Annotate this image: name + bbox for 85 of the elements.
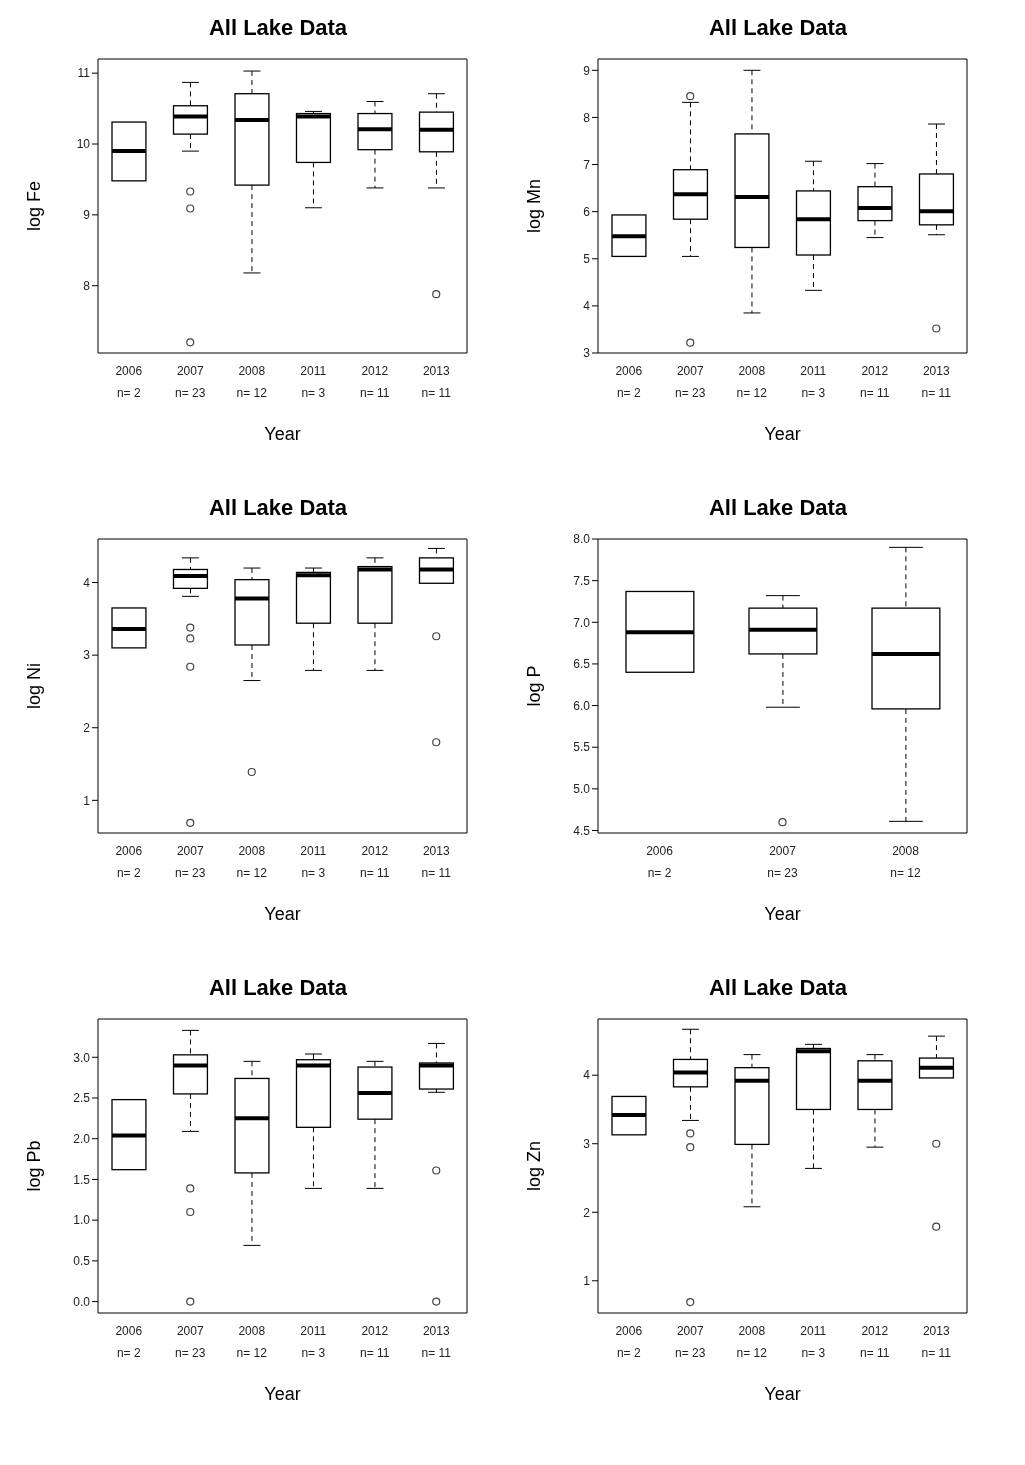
x-tick-label: 2008 n= 12 [736, 1324, 768, 1360]
x-tick-label: 2013 n= 11 [921, 364, 952, 400]
y-tick-label: 2 [583, 1205, 591, 1220]
x-tick-label: 2013 n= 11 [421, 1324, 452, 1360]
x-tick-label: 2007 n= 23 [175, 1324, 206, 1360]
x-tick-label: 2012 n= 11 [360, 844, 390, 880]
y-tick-label: 1 [83, 793, 91, 808]
y-axis-title: log Mn [524, 178, 545, 234]
y-tick-label: 3.0 [73, 1050, 91, 1065]
x-tick-label: 2006 n= 2 [115, 1324, 143, 1360]
y-tick-label: 7 [583, 157, 591, 172]
x-tick-label: 2008 n= 12 [736, 364, 768, 400]
y-tick-label: 5.0 [573, 782, 591, 797]
x-tick-label: 2011 n= 3 [300, 844, 327, 880]
y-axis-title: log Pb [24, 1140, 45, 1192]
y-tick-label: 7.0 [573, 615, 591, 630]
x-tick-label: 2012 n= 11 [360, 1324, 390, 1360]
y-tick-label: 2.0 [73, 1131, 91, 1146]
y-tick-label: 4.5 [573, 823, 591, 838]
y-tick-label: 1 [583, 1274, 591, 1289]
x-axis-title: Year [264, 424, 301, 444]
y-axis-title: log Ni [24, 662, 45, 710]
x-tick-label: 2011 n= 3 [300, 1324, 327, 1360]
chart-title: All Lake Data [207, 14, 349, 42]
x-axis-title: Year [264, 904, 301, 924]
y-axis-title: log Zn [524, 1140, 545, 1192]
x-tick-label: 2006 n= 2 [115, 844, 143, 880]
x-tick-label: 2007 n= 23 [675, 364, 706, 400]
x-tick-label: 2006 n= 2 [115, 364, 143, 400]
chart-title: All Lake Data [207, 494, 349, 522]
chart-title: All Lake Data [707, 974, 849, 1002]
y-tick-label: 9 [583, 63, 591, 78]
y-tick-label: 3 [583, 1136, 591, 1151]
x-axis-title: Year [764, 1384, 801, 1404]
x-tick-label: 2008 n= 12 [890, 844, 921, 880]
y-tick-label: 1.0 [73, 1213, 91, 1228]
x-tick-label: 2013 n= 11 [921, 1324, 952, 1360]
y-tick-label: 8.0 [573, 532, 591, 547]
y-tick-label: 9 [83, 208, 91, 223]
x-tick-label: 2007 n= 23 [675, 1324, 706, 1360]
y-tick-label: 7.5 [573, 573, 591, 588]
y-tick-label: 2 [83, 721, 91, 735]
y-tick-label: 6 [583, 204, 591, 219]
y-tick-label: 3 [83, 648, 91, 663]
x-tick-label: 2012 n= 11 [860, 364, 890, 400]
x-tick-label: 2012 n= 11 [860, 1324, 890, 1360]
x-tick-label: 2008 n= 12 [236, 364, 268, 400]
y-tick-label: 3 [583, 346, 591, 361]
x-tick-label: 2007 n= 23 [175, 844, 206, 880]
y-tick-label: 0.5 [73, 1254, 91, 1269]
x-tick-label: 2006 n= 2 [615, 1324, 643, 1360]
y-tick-label: 8 [83, 278, 91, 293]
y-axis-title: log Fe [24, 180, 45, 232]
x-tick-label: 2013 n= 11 [421, 844, 452, 880]
x-tick-label: 2013 n= 11 [421, 364, 452, 400]
y-tick-label: 0.0 [73, 1294, 91, 1309]
x-axis-title: Year [764, 904, 801, 924]
x-tick-label: 2011 n= 3 [800, 1324, 827, 1360]
y-tick-label: 4 [583, 1068, 591, 1083]
y-tick-label: 6.5 [573, 657, 591, 672]
y-tick-label: 10 [76, 137, 91, 152]
x-tick-label: 2011 n= 3 [300, 364, 327, 400]
x-tick-label: 2011 n= 3 [800, 364, 827, 400]
y-tick-label: 4 [583, 299, 591, 314]
y-tick-label: 11 [77, 66, 91, 81]
y-tick-label: 6.0 [573, 698, 591, 713]
x-tick-label: 2008 n= 12 [236, 844, 268, 880]
y-tick-label: 5.5 [573, 740, 591, 755]
y-axis-title: log P [524, 665, 545, 707]
y-tick-label: 2.5 [73, 1091, 91, 1106]
x-tick-label: 2008 n= 12 [236, 1324, 268, 1360]
x-tick-label: 2012 n= 11 [360, 364, 390, 400]
x-tick-label: 2007 n= 23 [767, 844, 798, 880]
chart-title: All Lake Data [207, 974, 349, 1002]
x-tick-label: 2006 n= 2 [646, 844, 674, 880]
y-tick-label: 4 [83, 575, 91, 590]
chart-title: All Lake Data [707, 14, 849, 42]
y-tick-label: 5 [583, 252, 591, 267]
x-tick-label: 2006 n= 2 [615, 364, 643, 400]
x-axis-title: Year [764, 424, 801, 444]
y-tick-label: 8 [583, 110, 591, 125]
x-axis-title: Year [264, 1384, 301, 1404]
y-tick-label: 1.5 [73, 1172, 91, 1187]
chart-title: All Lake Data [707, 494, 849, 522]
x-tick-label: 2007 n= 23 [175, 364, 206, 400]
